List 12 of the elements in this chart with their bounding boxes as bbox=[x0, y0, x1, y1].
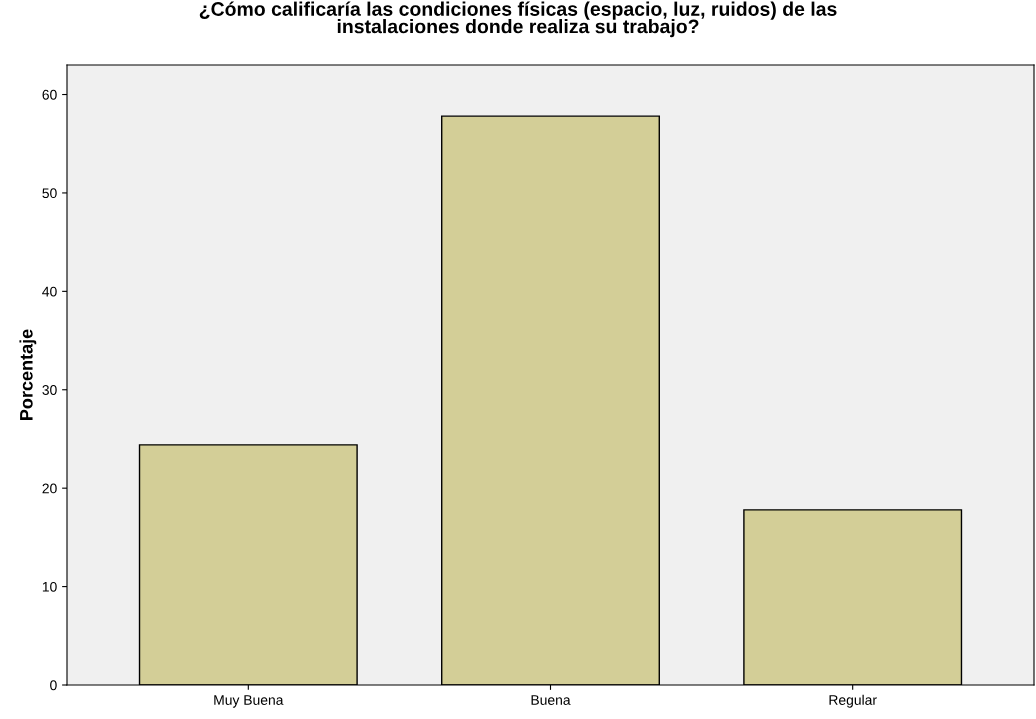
y-tick-label: 40 bbox=[42, 286, 57, 297]
x-tick-label: Muy Buena bbox=[214, 695, 284, 708]
y-tick-label: 20 bbox=[42, 483, 57, 494]
y-tick-label: 50 bbox=[42, 188, 57, 199]
y-tick-label: 0 bbox=[50, 680, 57, 691]
y-tick-label: 60 bbox=[42, 89, 57, 100]
x-tick-label: Regular bbox=[829, 694, 877, 708]
y-tick-label: 10 bbox=[42, 581, 57, 592]
y-axis-title: Porcentaje bbox=[19, 329, 37, 420]
chart-title: ¿Cómo calificaría las condiciones físicas (espacio, luz, ruidos) de las instalaciones donde realiza su trabajo? bbox=[199, 1, 837, 38]
x-tick-label: Buena bbox=[531, 695, 571, 705]
y-tick-label: 30 bbox=[42, 385, 57, 395]
